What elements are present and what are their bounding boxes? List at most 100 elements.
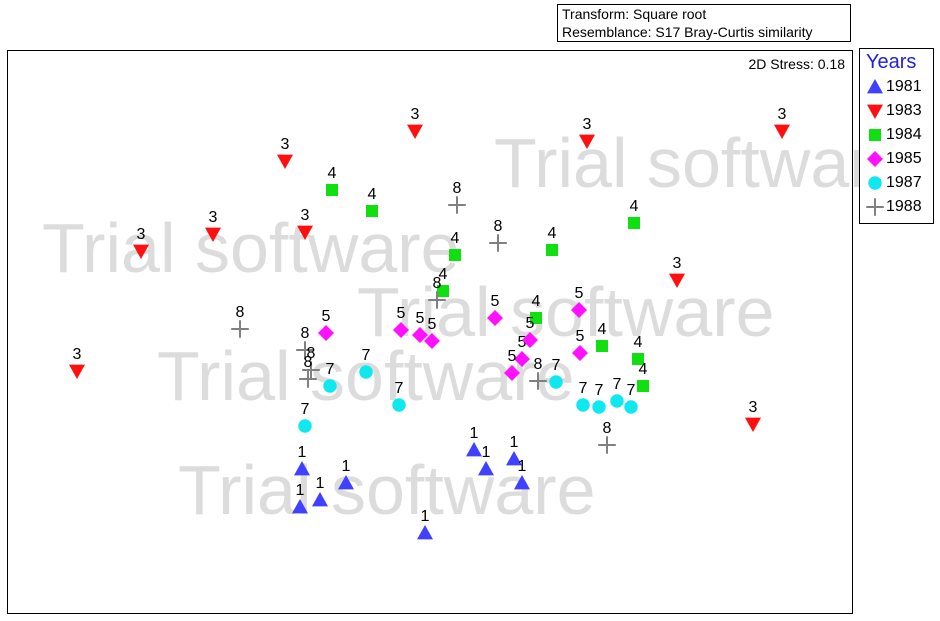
- point-1985-0: 5: [318, 308, 334, 341]
- diamond-icon: [867, 151, 883, 167]
- point-label: 7: [362, 347, 371, 364]
- point-label: 4: [634, 334, 643, 351]
- point-label: 3: [73, 346, 82, 363]
- plot-frame: [7, 50, 853, 614]
- point-marker: [745, 417, 761, 432]
- point-label: 1: [482, 444, 491, 461]
- point-1984-2: 4: [449, 230, 461, 261]
- circle-icon: [868, 176, 882, 190]
- point-marker: [323, 379, 337, 393]
- point-1987-8: 7: [624, 382, 638, 414]
- point-label: 1: [421, 508, 430, 525]
- point-1985-9: 5: [572, 328, 588, 361]
- point-label: 5: [575, 285, 584, 302]
- point-label: 7: [326, 361, 335, 378]
- point-1984-7: 4: [596, 321, 608, 352]
- point-marker: [624, 400, 638, 414]
- point-1983-8: 3: [774, 106, 790, 139]
- point-label: 1: [510, 434, 519, 451]
- point-1988-6: 8: [489, 218, 507, 252]
- point-1987-1: 7: [323, 361, 337, 393]
- point-1983-2: 3: [205, 209, 221, 242]
- point-label: 1: [298, 444, 307, 461]
- point-label: 4: [368, 186, 377, 203]
- point-label: 8: [301, 325, 310, 342]
- point-1981-8: 1: [514, 458, 530, 490]
- point-marker: [549, 375, 563, 389]
- point-marker: [428, 291, 446, 309]
- point-marker: [297, 225, 313, 240]
- transform-info-box: Transform: Square root Resemblance: S17 …: [557, 4, 851, 42]
- point-label: 8: [453, 180, 462, 197]
- point-1983-3: 3: [277, 136, 293, 169]
- point-1981-2: 1: [312, 475, 328, 507]
- point-marker: [312, 492, 328, 507]
- point-label: 8: [433, 275, 442, 292]
- point-1988-7: 8: [529, 356, 547, 390]
- point-marker: [296, 341, 314, 359]
- point-1985-1: 5: [393, 305, 409, 338]
- point-label: 4: [328, 165, 337, 182]
- point-label: 1: [296, 482, 305, 499]
- point-marker: [514, 351, 530, 367]
- point-marker: [530, 312, 542, 324]
- point-marker: [596, 340, 608, 352]
- point-marker: [448, 196, 466, 214]
- point-label: 1: [342, 458, 351, 475]
- point-marker: [359, 365, 373, 379]
- point-marker: [338, 475, 354, 490]
- point-label: 7: [595, 382, 604, 399]
- point-1987-0: 7: [298, 401, 312, 433]
- legend-item-1987: 1987: [860, 171, 933, 195]
- point-label: 5: [322, 308, 331, 325]
- point-1985-3: 5: [424, 316, 440, 349]
- point-marker: [231, 320, 249, 338]
- point-marker: [412, 327, 428, 343]
- legend-item-label: 1981: [886, 78, 922, 95]
- point-1984-3: 4: [437, 266, 449, 297]
- point-marker: [669, 273, 685, 288]
- point-marker: [366, 205, 378, 217]
- point-label: 1: [518, 458, 527, 475]
- point-1983-0: 3: [69, 346, 85, 379]
- point-1983-1: 3: [133, 226, 149, 259]
- point-1987-6: 7: [592, 382, 606, 414]
- point-1981-3: 1: [338, 458, 354, 490]
- point-1985-4: 5: [487, 293, 503, 326]
- point-marker: [417, 525, 433, 540]
- point-1988-3: 8: [299, 354, 317, 388]
- point-marker: [546, 244, 558, 256]
- point-1984-5: 4: [546, 225, 558, 256]
- point-marker: [205, 227, 221, 242]
- point-marker: [506, 451, 522, 466]
- legend-item-label: 1984: [886, 126, 922, 143]
- point-1988-4: 8: [428, 275, 446, 309]
- watermarks: Trial software Trial software Trial soft…: [42, 124, 912, 529]
- point-1981-6: 1: [478, 444, 494, 476]
- point-1983-5: 3: [407, 106, 423, 139]
- watermark-2: Trial software: [494, 124, 912, 202]
- legend-item-label: 1985: [886, 150, 922, 167]
- point-marker: [302, 361, 320, 379]
- point-label: 5: [526, 315, 535, 332]
- point-marker: [637, 380, 649, 392]
- point-marker: [572, 345, 588, 361]
- point-label: 7: [552, 357, 561, 374]
- point-label: 3: [137, 226, 146, 243]
- point-1988-1: 8: [296, 325, 314, 359]
- triangle-down-icon: [867, 104, 883, 119]
- point-1983-6: 3: [579, 116, 595, 149]
- point-marker: [466, 442, 482, 457]
- point-1984-4: 4: [530, 293, 542, 324]
- watermark-5: Trial software: [178, 451, 596, 529]
- triangle-up-icon: [867, 79, 883, 94]
- point-label: 8: [534, 356, 543, 373]
- point-1984-6: 4: [628, 198, 640, 229]
- point-marker: [571, 302, 587, 318]
- transform-text: Transform: Square root: [562, 6, 707, 22]
- legend-title: Years: [866, 51, 917, 73]
- stress-label: 2D Stress: 0.18: [749, 56, 846, 72]
- point-marker: [514, 475, 530, 490]
- point-label: 8: [236, 304, 245, 321]
